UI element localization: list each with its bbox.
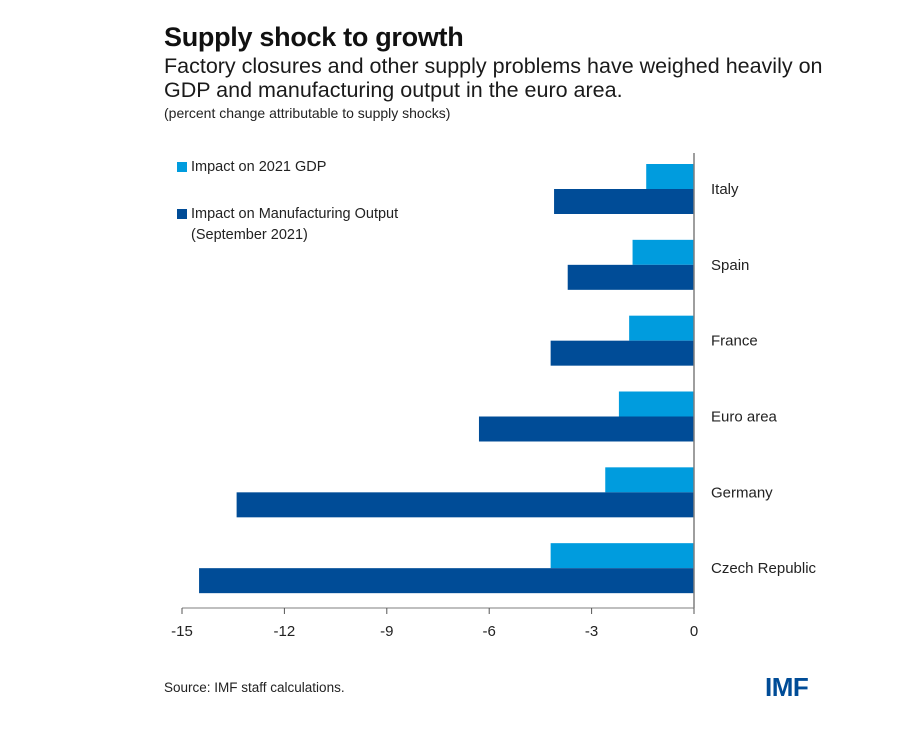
x-tick-label: -6 (483, 623, 496, 640)
bar-gdp-italy (646, 164, 694, 189)
imf-logo: IMF (765, 672, 809, 702)
legend-label-gdp: Impact on 2021 GDP (191, 159, 327, 175)
x-tick-label: -12 (274, 623, 296, 640)
chart-title: Supply shock to growth (164, 22, 464, 52)
chart-units-note: (percent change attributable to supply s… (164, 105, 451, 121)
legend-item-mfg: Impact on Manufacturing Output (Septembe… (177, 204, 398, 246)
category-label: Italy (711, 181, 739, 198)
category-label: Czech Republic (711, 560, 817, 577)
category-label: France (711, 333, 758, 350)
legend-label-mfg-line1: Impact on Manufacturing Output (191, 206, 399, 222)
bar-gdp-czech-republic (550, 543, 694, 569)
category-label: Germany (711, 484, 773, 501)
bar-gdp-spain (632, 239, 694, 265)
legend-swatch-gdp (177, 162, 187, 172)
bar-mfg-france (550, 340, 694, 366)
bar-mfg-czech-republic (199, 568, 695, 594)
bar-mfg-germany (236, 492, 694, 518)
legend-label-mfg: Impact on Manufacturing Output (Septembe… (191, 204, 398, 246)
category-label: Spain (711, 257, 749, 274)
legend-swatch-mfg (177, 209, 187, 219)
bar-mfg-spain (567, 264, 694, 290)
x-tick-label: -15 (171, 623, 193, 640)
bar-mfg-italy (554, 189, 694, 214)
bar-gdp-france (629, 315, 694, 341)
x-tick-label: -9 (380, 623, 393, 640)
chart-subtitle: Factory closures and other supply proble… (164, 54, 823, 102)
source-note: Source: IMF staff calculations. (164, 680, 345, 695)
bar-gdp-germany (605, 467, 694, 493)
legend-label-mfg-line2: (September 2021) (191, 227, 308, 243)
bar-mfg-euro-area (478, 416, 694, 442)
bar-gdp-euro-area (618, 391, 694, 417)
legend: Impact on 2021 GDP Impact on Manufacturi… (177, 157, 398, 272)
category-label: Euro area (711, 409, 778, 426)
x-tick-label: -3 (585, 623, 598, 640)
legend-item-gdp: Impact on 2021 GDP (177, 157, 398, 178)
x-tick-label: 0 (690, 623, 698, 640)
